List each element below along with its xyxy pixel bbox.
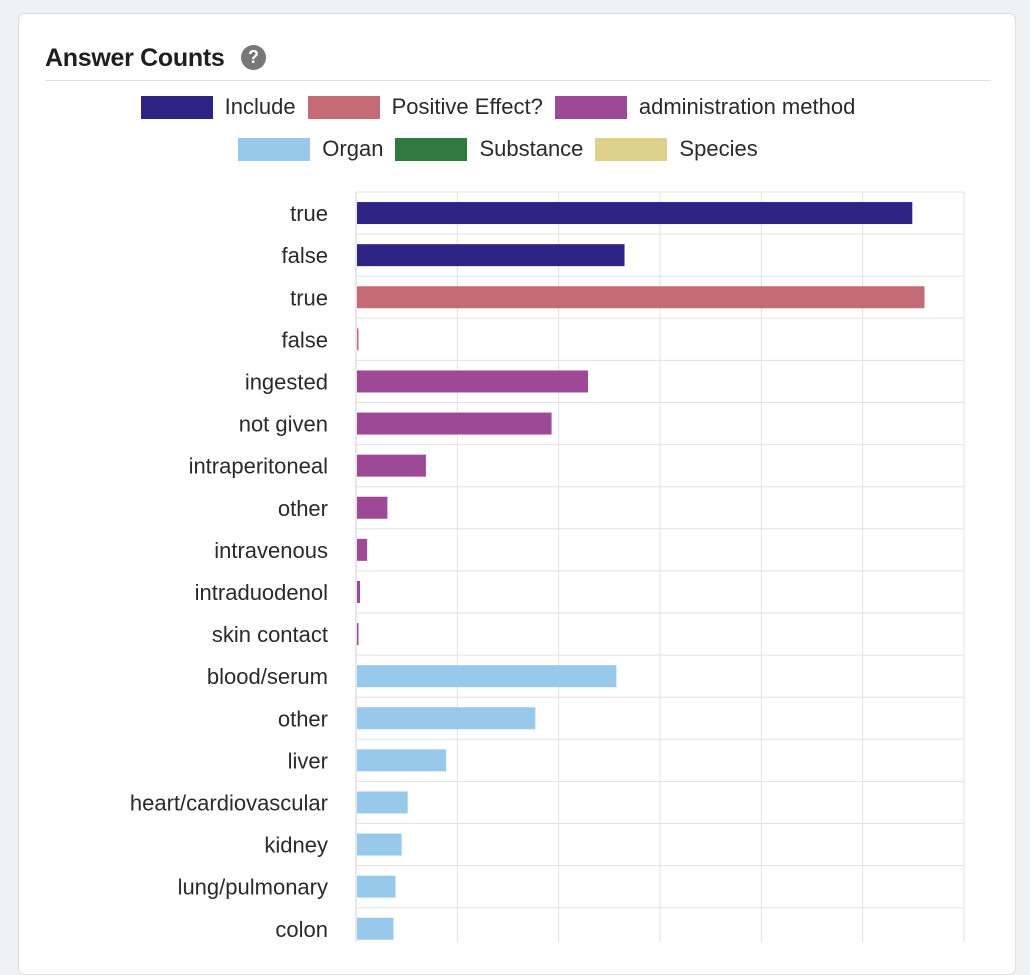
bar-organ-lung-pulmonary [357,875,396,898]
legend-label: Organ [322,136,384,161]
legend-swatch [238,137,311,161]
bar-administration-method-intraperitoneal [357,454,426,477]
legend-item-include[interactable]: Include [140,94,296,120]
category-label: other [278,496,328,521]
legend-item-organ[interactable]: Organ [238,136,383,162]
category-label: intravenous [214,538,328,563]
bar-organ-kidney [357,833,402,856]
category-label: skin contact [212,622,328,647]
category-label: other [278,706,328,731]
category-label: intraperitoneal [189,454,328,479]
legend-item-administration-method[interactable]: administration method [554,94,856,120]
legend-swatch [140,95,213,119]
category-label: true [290,285,328,310]
bar-organ-colon [357,917,394,940]
bar-administration-method-skin-contact [357,623,359,646]
category-label: kidney [264,833,328,858]
bar-administration-method-other [357,496,388,519]
category-label: false [282,327,328,352]
bar-administration-method-not-given [357,412,552,435]
card-header: Answer Counts ? [45,40,991,81]
chart-legend-row-2: Organ Substance Species [0,136,996,162]
page-title: Answer Counts [45,44,225,72]
category-label: blood/serum [207,664,328,689]
bar-organ-heart-cardiovascular [357,791,408,814]
bar-chart: true false true false ingested not given intra… [130,191,965,942]
bar-administration-method-intravenous [357,538,368,561]
bar-administration-method-intraduodenol [357,580,361,603]
legend-swatch [554,95,627,119]
answer-counts-card: Answer Counts ? [18,13,1016,975]
legend-label: Include [224,94,296,119]
bar-organ-blood-serum [357,665,617,688]
legend-swatch [307,95,380,119]
legend-item-substance[interactable]: Substance [395,136,583,162]
bar-organ-liver [357,749,447,772]
chart-legend-row-1: Include Positive Effect? administration me… [0,94,996,120]
bar-include-false [357,244,625,267]
legend-item-positive-effect[interactable]: Positive Effect? [307,94,543,120]
question-circle-icon[interactable]: ? [241,45,266,70]
category-label: colon [275,917,328,942]
category-label: lung/pulmonary [178,875,328,900]
legend-label: administration method [638,94,856,119]
category-label: ingested [245,369,328,394]
category-label: not given [239,412,328,437]
legend-swatch [595,137,668,161]
category-label: heart/cardiovascular [130,790,328,815]
legend-label: Species [679,136,758,161]
category-label: intraduodenol [195,580,328,605]
category-label: false [282,243,328,268]
bar-organ-other [357,707,536,730]
legend-swatch [395,137,468,161]
bar-include-true [357,202,913,225]
legend-label: Substance [479,136,584,161]
legend-label: Positive Effect? [391,94,543,119]
bar-positive-effect-false [357,328,359,351]
category-label: liver [288,748,328,773]
bar-administration-method-ingested [357,370,589,393]
category-label: true [290,201,328,226]
legend-item-species[interactable]: Species [595,136,758,162]
bar-positive-effect-true [357,286,925,309]
